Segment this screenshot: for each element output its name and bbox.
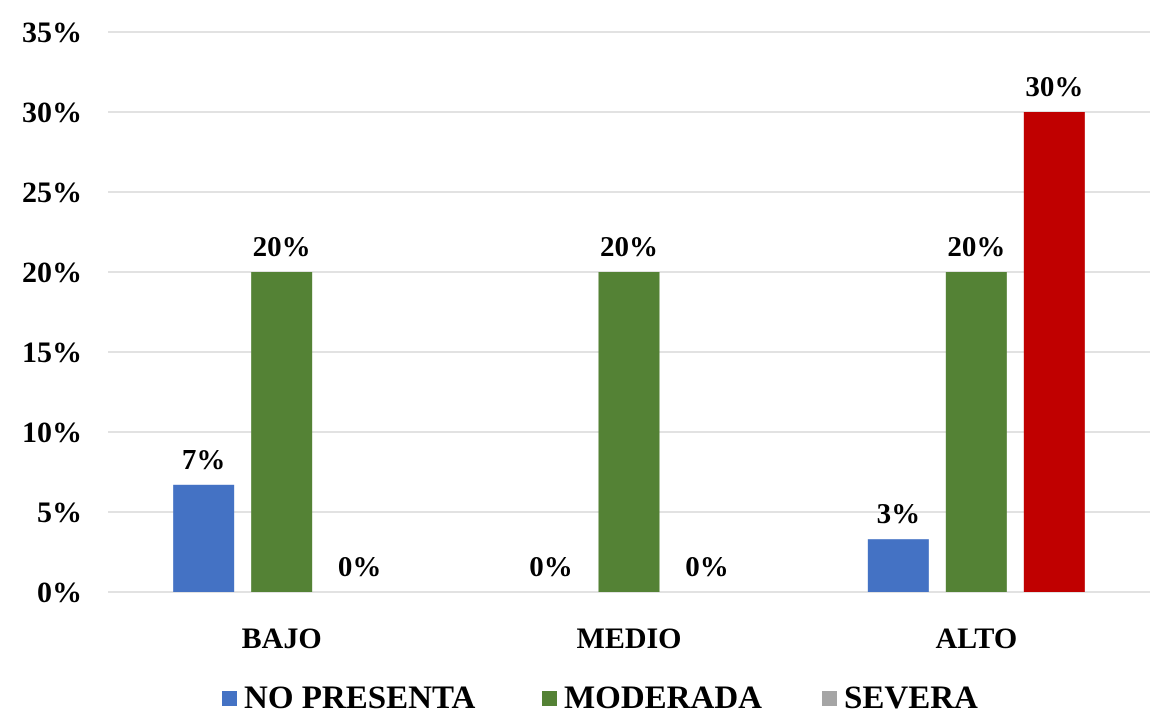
legend-label: MODERADA (564, 680, 762, 713)
legend-label: NO PRESENTA (244, 680, 476, 713)
x-category-label: MEDIO (577, 622, 682, 655)
y-tick-label: 0% (37, 576, 82, 609)
legend-swatch (542, 691, 557, 706)
x-category-label: BAJO (242, 622, 322, 655)
y-axis-tick-labels: 0% 5% 10% 15% 20% 25% 30% 35% (22, 16, 82, 609)
bar-alto-moderada (945, 272, 1007, 592)
data-label: 20% (253, 231, 311, 263)
data-label: 30% (1025, 71, 1083, 103)
data-labels: 7% 20% 0% 0% 20% 0% 3% 20% 30% (182, 71, 1083, 583)
bar-bajo-moderada (251, 272, 313, 592)
data-label: 7% (182, 444, 226, 476)
data-label: 0% (529, 551, 573, 583)
bar-alto-no-presenta (867, 539, 929, 592)
y-tick-label: 5% (37, 496, 82, 529)
data-label: 0% (685, 551, 729, 583)
data-label: 20% (600, 231, 658, 263)
y-tick-label: 30% (22, 96, 82, 129)
bars (173, 112, 1085, 592)
legend-swatch (222, 691, 237, 706)
legend: NO PRESENTA MODERADA SEVERA (222, 680, 978, 713)
data-label: 20% (947, 231, 1005, 263)
y-tick-label: 10% (22, 416, 82, 449)
bar-alto-severa (1023, 112, 1085, 592)
x-axis-category-labels: BAJO MEDIO ALTO (242, 622, 1018, 655)
y-tick-label: 20% (22, 256, 82, 289)
data-label: 3% (877, 498, 921, 530)
y-tick-label: 15% (22, 336, 82, 369)
bar-medio-moderada (598, 272, 660, 592)
legend-label: SEVERA (844, 680, 978, 713)
legend-swatch (822, 691, 837, 706)
data-label: 0% (338, 551, 382, 583)
bar-bajo-no-presenta (173, 484, 235, 592)
y-tick-label: 35% (22, 16, 82, 49)
y-tick-label: 25% (22, 176, 82, 209)
x-category-label: ALTO (935, 622, 1017, 655)
